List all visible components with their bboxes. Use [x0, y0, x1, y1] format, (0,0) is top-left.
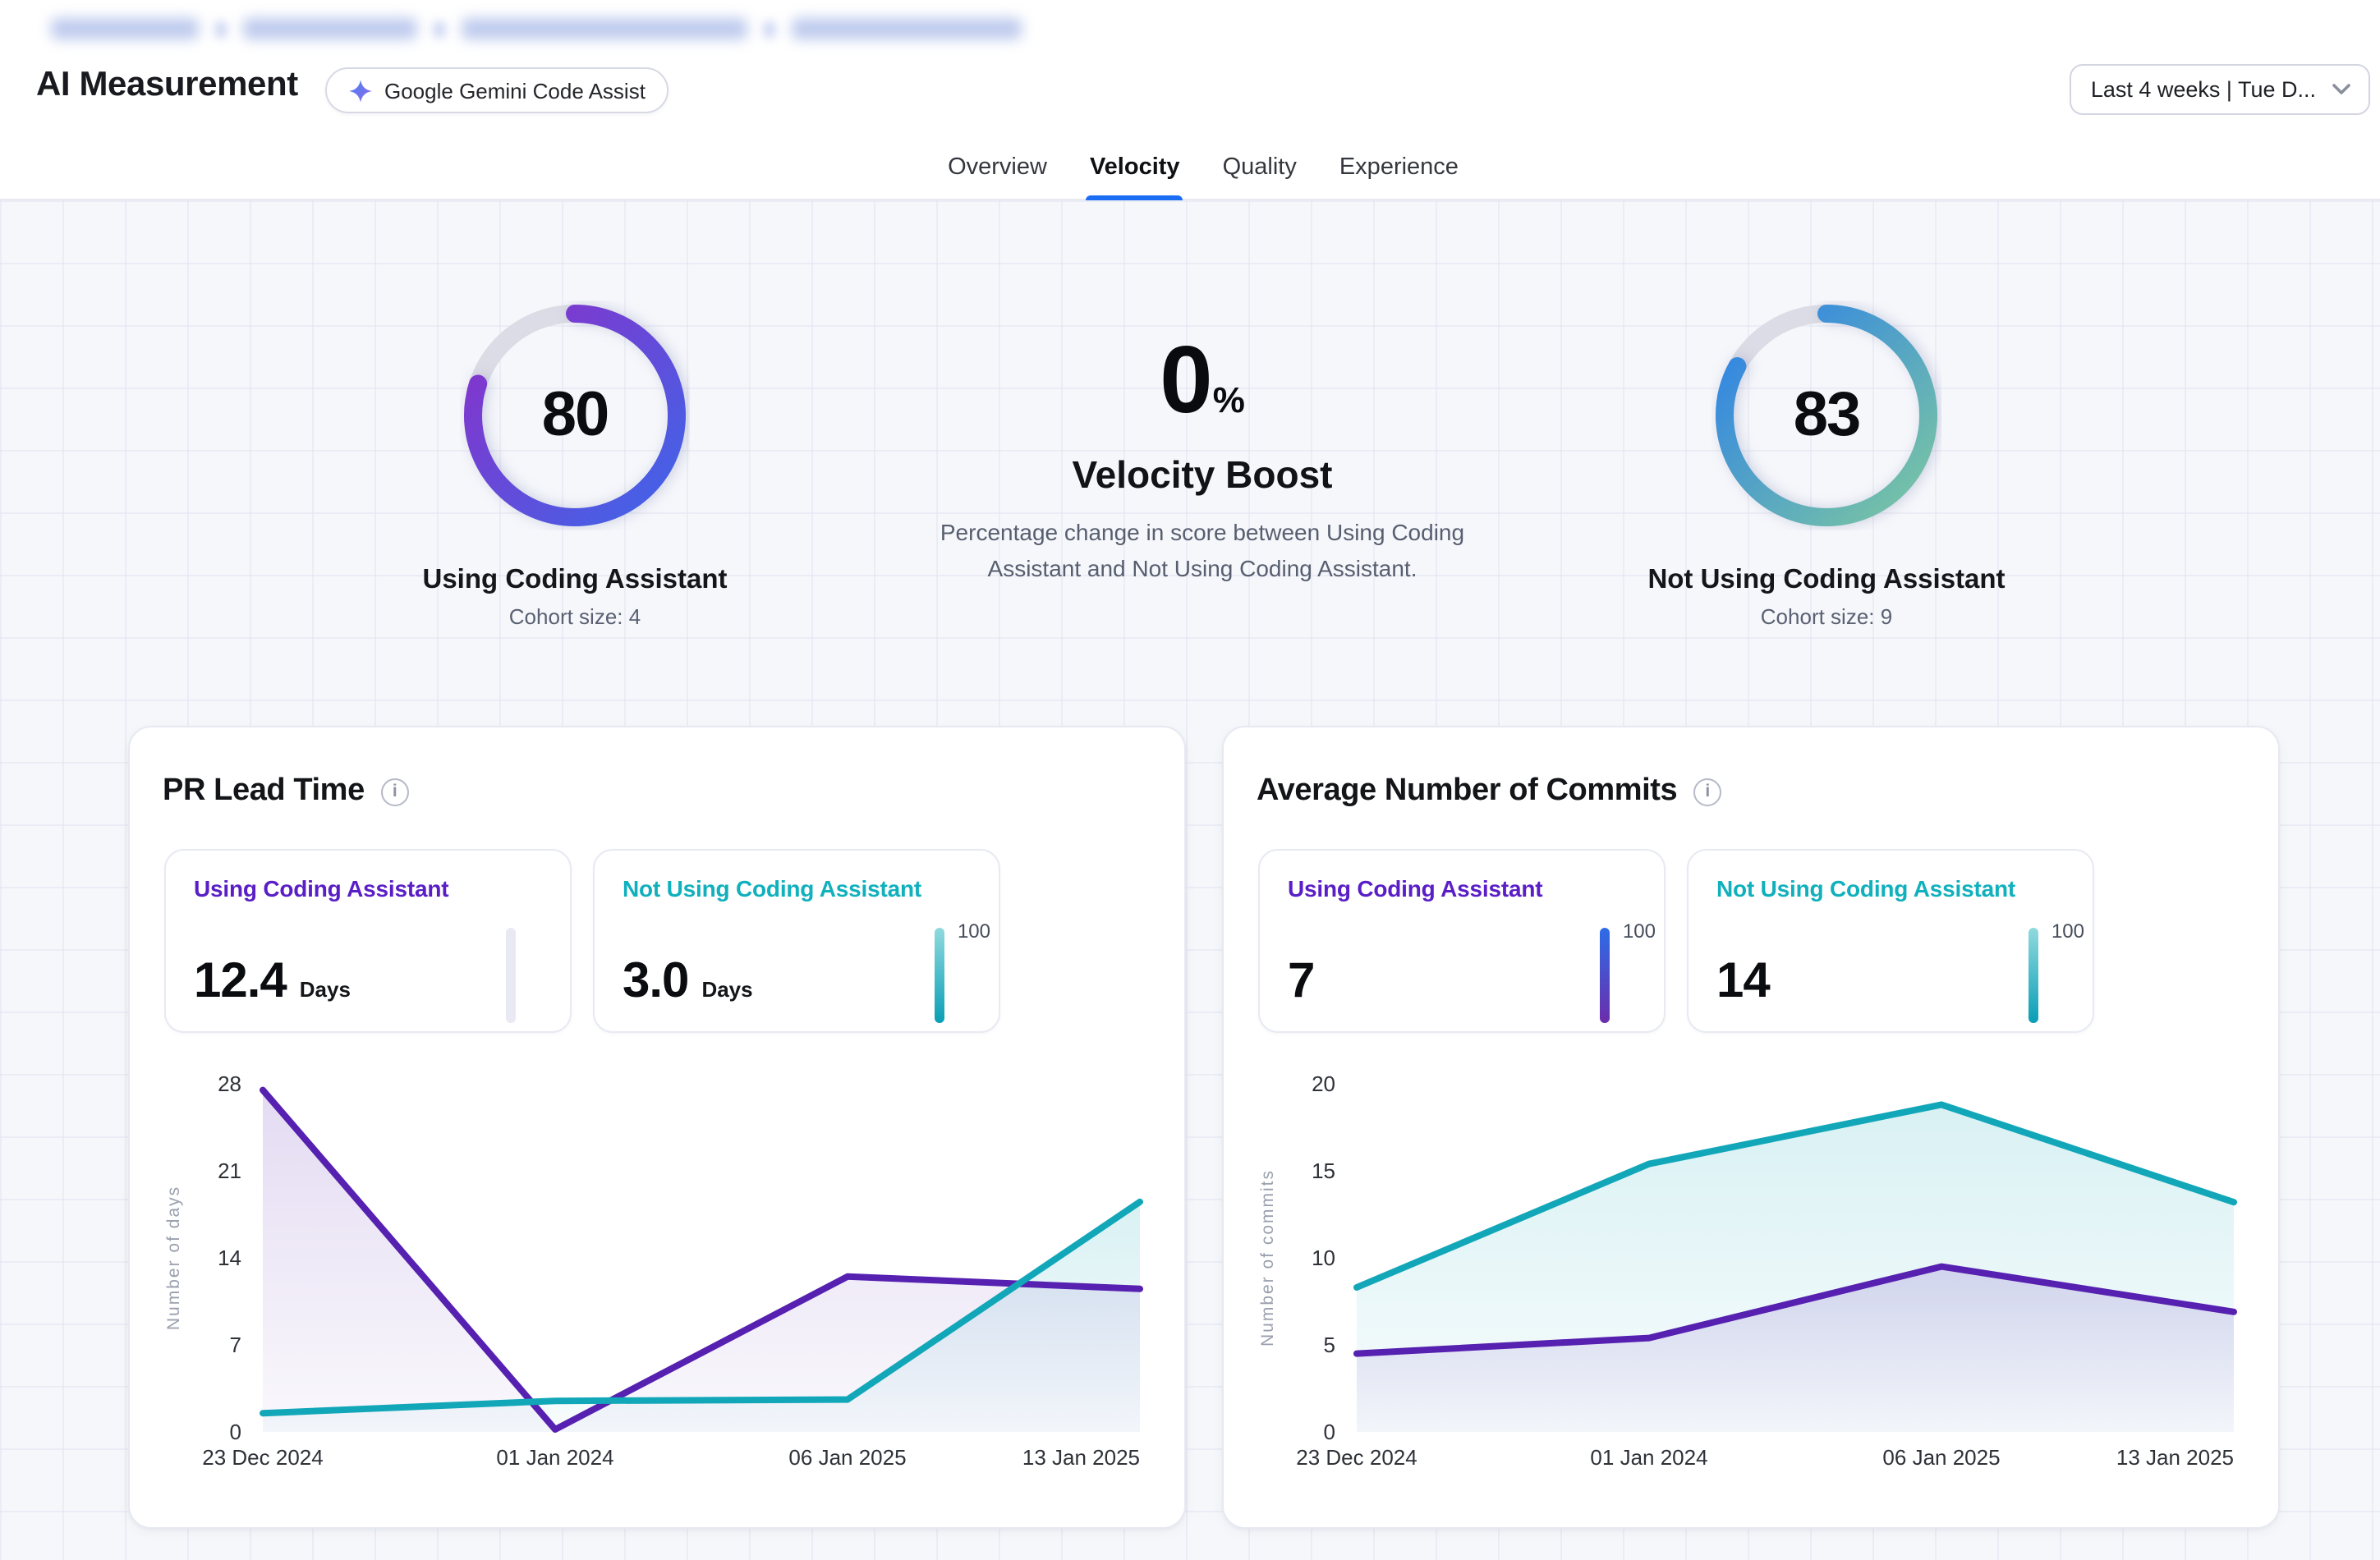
- main-content: 80 Using Coding Assistant Cohort size: 4…: [0, 200, 2380, 1560]
- info-icon[interactable]: i: [1693, 778, 1722, 805]
- cohort-size: Cohort size: 4: [508, 604, 641, 629]
- svg-text:Number of days: Number of days: [164, 1186, 183, 1330]
- svg-text:10: 10: [1312, 1246, 1335, 1270]
- boost-description: Percentage change in score between Using…: [940, 519, 1465, 581]
- tab-bar: Overview Velocity Quality Experience: [0, 135, 2380, 200]
- tab-quality[interactable]: Quality: [1222, 154, 1297, 181]
- stat-label: Using Coding Assistant: [194, 875, 449, 902]
- boost-value: 0: [1160, 327, 1213, 434]
- stat-label: Not Using Coding Assistant: [623, 875, 921, 902]
- svg-text:15: 15: [1312, 1159, 1335, 1183]
- gauge-score-value: 80: [541, 380, 610, 449]
- gauge-label: Using Coding Assistant: [422, 565, 728, 594]
- svg-text:7: 7: [230, 1333, 241, 1357]
- breadcrumb-separator-icon: [434, 21, 445, 37]
- gauge-not-using-coding-assistant: 83: [1711, 301, 1941, 530]
- breadcrumb-separator-icon: [764, 21, 775, 37]
- breadcrumb-item-redacted[interactable]: [243, 18, 417, 39]
- svg-text:Number of commits: Number of commits: [1258, 1169, 1277, 1347]
- card-title: PR Lead Time: [163, 773, 365, 808]
- svg-text:14: 14: [218, 1246, 241, 1270]
- stats-row: Using Coding Assistant 7 100 Not Using C…: [1258, 849, 2278, 1033]
- gemini-code-assist-badge[interactable]: Google Gemini Code Assist: [325, 67, 669, 113]
- stat-not-using-coding-assistant: Not Using Coding Assistant 3.0 Days 100: [593, 849, 1000, 1033]
- velocity-boost-summary: 0 % Velocity Boost Percentage change in …: [890, 327, 1514, 587]
- breadcrumb[interactable]: [51, 18, 1022, 39]
- svg-text:13 Jan 2025: 13 Jan 2025: [2116, 1445, 2234, 1470]
- badge-label: Google Gemini Code Assist: [384, 78, 646, 103]
- gauge-using-coding-assistant: 80: [460, 301, 690, 530]
- stat-scale-max: 100: [2051, 920, 2084, 943]
- svg-text:28: 28: [218, 1071, 241, 1096]
- stat-scale-bar: [2029, 928, 2038, 1023]
- pr-lead-time-chart: 0 7 14 21 28 Number of days 23 Dec 2024 01 Jan …: [158, 1061, 1184, 1486]
- stat-scale-bar: [1600, 928, 1610, 1023]
- svg-text:23 Dec 2024: 23 Dec 2024: [202, 1445, 323, 1470]
- svg-text:01 Jan 2024: 01 Jan 2024: [1590, 1445, 1707, 1470]
- boost-unit: %: [1212, 379, 1245, 420]
- top-bar: AI Measurement Google Gemini Code Assist…: [0, 0, 2380, 200]
- active-tab-indicator: [1086, 195, 1183, 200]
- gauge-label: Not Using Coding Assistant: [1647, 565, 2006, 594]
- boost-title: Velocity Boost: [1072, 453, 1333, 496]
- stat-unit: Days: [701, 977, 753, 1002]
- date-range-value: Last 4 weeks | Tue D...: [2090, 77, 2316, 102]
- stat-label: Not Using Coding Assistant: [1716, 875, 2015, 902]
- breadcrumb-item-redacted[interactable]: [51, 18, 199, 39]
- svg-text:5: 5: [1324, 1333, 1335, 1357]
- svg-text:20: 20: [1312, 1071, 1335, 1096]
- stat-scale-max: 100: [1622, 920, 1656, 943]
- stat-using-coding-assistant: Using Coding Assistant 7 100: [1258, 849, 1666, 1033]
- chevron-down-icon: [2332, 84, 2350, 95]
- stat-value: 12.4: [194, 954, 287, 1008]
- page-title: AI Measurement: [36, 66, 298, 103]
- info-icon[interactable]: i: [380, 778, 409, 805]
- tab-velocity[interactable]: Velocity: [1086, 135, 1183, 200]
- average-commits-card: Average Number of Commits i Using Coding…: [1222, 726, 2280, 1529]
- breadcrumb-item-redacted[interactable]: [462, 18, 747, 39]
- stat-using-coding-assistant: Using Coding Assistant 12.4 Days: [164, 849, 572, 1033]
- stat-scale-bar: [935, 928, 944, 1023]
- svg-text:0: 0: [1324, 1420, 1335, 1444]
- svg-text:0: 0: [230, 1420, 241, 1444]
- card-title: Average Number of Commits: [1257, 773, 1678, 808]
- svg-text:01 Jan 2024: 01 Jan 2024: [496, 1445, 613, 1470]
- average-commits-chart: 0 5 10 15 20 Number of commits 23 Dec 2024 01 J…: [1252, 1061, 2278, 1486]
- svg-text:13 Jan 2025: 13 Jan 2025: [1022, 1445, 1140, 1470]
- date-range-select[interactable]: Last 4 weeks | Tue D...: [2069, 64, 2370, 115]
- tab-experience[interactable]: Experience: [1339, 154, 1459, 181]
- stat-value: 14: [1716, 954, 1771, 1008]
- stat-value: 7: [1288, 954, 1315, 1008]
- cohort-size: Cohort size: 9: [1760, 604, 1893, 629]
- gemini-sparkle-icon: [348, 78, 373, 103]
- stat-value: 3.0: [623, 954, 689, 1008]
- stat-label: Using Coding Assistant: [1288, 875, 1543, 902]
- breadcrumb-separator-icon: [215, 21, 227, 37]
- stat-not-using-coding-assistant: Not Using Coding Assistant 14 100: [1687, 849, 2094, 1033]
- svg-text:23 Dec 2024: 23 Dec 2024: [1296, 1445, 1417, 1470]
- breadcrumb-item-redacted[interactable]: [792, 18, 1022, 39]
- tab-overview[interactable]: Overview: [948, 154, 1047, 181]
- stat-scale-bar: [506, 928, 516, 1023]
- gauge-score-value: 83: [1793, 380, 1862, 449]
- svg-text:06 Jan 2025: 06 Jan 2025: [788, 1445, 906, 1470]
- svg-text:06 Jan 2025: 06 Jan 2025: [1882, 1445, 2000, 1470]
- svg-text:21: 21: [218, 1159, 241, 1183]
- stat-scale-max: 100: [957, 920, 990, 943]
- stat-unit: Days: [299, 977, 351, 1002]
- stats-row: Using Coding Assistant 12.4 Days Not Usi…: [164, 849, 1184, 1033]
- pr-lead-time-card: PR Lead Time i Using Coding Assistant 12…: [128, 726, 1186, 1529]
